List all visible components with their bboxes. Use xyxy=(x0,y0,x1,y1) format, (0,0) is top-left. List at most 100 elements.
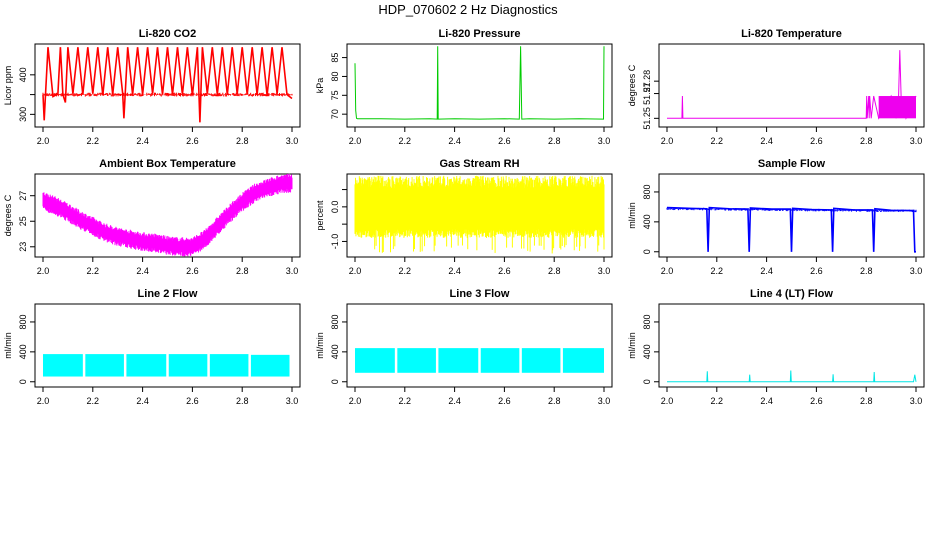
x-tick-label: 2.2 xyxy=(87,396,100,406)
y-axis-label: degrees C xyxy=(3,194,13,236)
x-tick-label: 2.8 xyxy=(548,136,561,146)
x-tick-label: 2.6 xyxy=(498,396,511,406)
x-tick-label: 2.6 xyxy=(810,136,823,146)
x-tick-label: 3.0 xyxy=(910,396,923,406)
y-axis-label: ml/min xyxy=(315,332,325,359)
chart-title: Li-820 CO2 xyxy=(139,28,196,40)
plot-frame xyxy=(346,303,613,388)
x-tick-label: 2.4 xyxy=(136,136,149,146)
y-tick-label: 51.28 xyxy=(642,70,652,93)
x-tick-label: 2.6 xyxy=(498,266,511,276)
data-band xyxy=(250,354,290,377)
x-tick-label: 2.8 xyxy=(860,396,873,406)
data-band xyxy=(878,96,916,119)
chart-title: Line 4 (LT) Flow xyxy=(750,288,833,300)
chart-panel: Ambient Box Temperature 2.0 2.2 2.4 2.6 2.8 3.… xyxy=(3,158,301,276)
x-tick-label: 2.0 xyxy=(37,396,50,406)
chart-title: Line 2 Flow xyxy=(138,288,198,300)
data-band xyxy=(85,354,124,377)
chart-title: Li-820 Pressure xyxy=(439,28,521,40)
data-band xyxy=(43,354,83,377)
x-tick-label: 2.8 xyxy=(236,266,249,276)
y-tick-label: 400 xyxy=(642,344,652,359)
y-axis-label: ml/min xyxy=(3,332,13,359)
x-tick-label: 2.0 xyxy=(37,266,50,276)
y-tick-label: 27 xyxy=(18,191,28,201)
data-band xyxy=(209,354,249,377)
x-tick-label: 2.4 xyxy=(760,136,773,146)
chart-title: Gas Stream RH xyxy=(439,158,519,170)
x-tick-label: 2.0 xyxy=(349,396,362,406)
x-tick-label: 2.2 xyxy=(87,136,100,146)
plot-frame xyxy=(34,43,301,128)
y-tick-label: 400 xyxy=(18,67,28,82)
data-band xyxy=(397,348,436,373)
y-tick-label: 400 xyxy=(330,344,340,359)
x-tick-label: 3.0 xyxy=(598,266,611,276)
x-tick-label: 2.8 xyxy=(548,396,561,406)
y-tick-label: 25 xyxy=(18,216,28,226)
y-tick-label: 0.0 xyxy=(330,201,340,214)
plot-frame xyxy=(658,303,925,388)
x-tick-label: 2.2 xyxy=(399,266,412,276)
x-tick-label: 3.0 xyxy=(598,396,611,406)
x-tick-label: 2.8 xyxy=(860,136,873,146)
y-tick-label: 0 xyxy=(642,379,652,384)
x-tick-label: 2.4 xyxy=(136,396,149,406)
x-tick-label: 3.0 xyxy=(910,136,923,146)
y-tick-label: 0 xyxy=(18,379,28,384)
x-tick-label: 2.6 xyxy=(498,136,511,146)
chart-panel: Gas Stream RH 2.0 2.2 2.4 2.6 2.8 3.0 -1.0 0.0 pe… xyxy=(315,158,613,276)
x-tick-label: 2.4 xyxy=(448,396,461,406)
y-tick-label: 70 xyxy=(330,109,340,119)
data-band xyxy=(562,348,604,373)
plot-frame xyxy=(34,173,301,258)
plot-frame xyxy=(658,173,925,258)
x-tick-label: 2.0 xyxy=(661,396,674,406)
y-tick-label: 400 xyxy=(642,214,652,229)
x-tick-label: 2.2 xyxy=(399,136,412,146)
x-tick-label: 2.8 xyxy=(860,266,873,276)
chart-panel: Li-820 CO2 2.0 2.2 2.4 2.6 2.8 3.0 300 400 Licor … xyxy=(3,28,301,146)
chart-panel: Sample Flow 2.0 2.2 2.4 2.6 2.8 3.0 0 400 800 ml/m… xyxy=(627,158,925,276)
x-tick-label: 2.0 xyxy=(661,136,674,146)
chart-panel: Li-820 Temperature 2.0 2.2 2.4 2.6 2.8 3.0 51.2… xyxy=(627,28,925,146)
y-axis-label: ml/min xyxy=(627,332,637,359)
x-tick-label: 3.0 xyxy=(286,396,299,406)
x-tick-label: 2.2 xyxy=(711,396,724,406)
y-tick-label: 300 xyxy=(18,107,28,122)
y-axis-label: kPa xyxy=(315,78,325,94)
x-tick-label: 2.4 xyxy=(760,396,773,406)
x-tick-label: 2.6 xyxy=(810,266,823,276)
chart-panel: Line 3 Flow 2.0 2.2 2.4 2.6 2.8 3.0 0 400 800 ml/m… xyxy=(315,288,613,406)
x-tick-label: 2.6 xyxy=(810,396,823,406)
plot-frame xyxy=(346,173,613,258)
data-series-line xyxy=(667,370,917,383)
x-tick-label: 2.8 xyxy=(236,396,249,406)
data-band xyxy=(168,354,208,377)
data-band xyxy=(355,348,395,373)
plot-frame xyxy=(658,43,925,128)
x-tick-label: 2.8 xyxy=(236,136,249,146)
x-tick-label: 2.4 xyxy=(760,266,773,276)
data-series-line xyxy=(354,46,605,120)
y-tick-label: 75 xyxy=(330,90,340,100)
data-series-line xyxy=(666,206,916,253)
x-tick-label: 2.0 xyxy=(661,266,674,276)
y-tick-label: 800 xyxy=(642,314,652,329)
y-tick-label: 800 xyxy=(18,314,28,329)
x-tick-label: 2.4 xyxy=(448,136,461,146)
y-axis-label: Licor ppm xyxy=(3,66,13,106)
y-tick-label: 0 xyxy=(330,379,340,384)
x-tick-label: 2.0 xyxy=(37,136,50,146)
x-tick-label: 2.8 xyxy=(548,266,561,276)
y-tick-label: 800 xyxy=(642,184,652,199)
x-tick-label: 3.0 xyxy=(286,266,299,276)
y-tick-label: -1.0 xyxy=(330,234,340,250)
x-tick-label: 3.0 xyxy=(910,266,923,276)
chart-title: Li-820 Temperature xyxy=(741,28,842,40)
x-tick-label: 2.2 xyxy=(711,266,724,276)
chart-panel: Line 2 Flow 2.0 2.2 2.4 2.6 2.8 3.0 0 400 800 ml/m… xyxy=(3,288,301,406)
x-tick-label: 2.6 xyxy=(186,266,199,276)
